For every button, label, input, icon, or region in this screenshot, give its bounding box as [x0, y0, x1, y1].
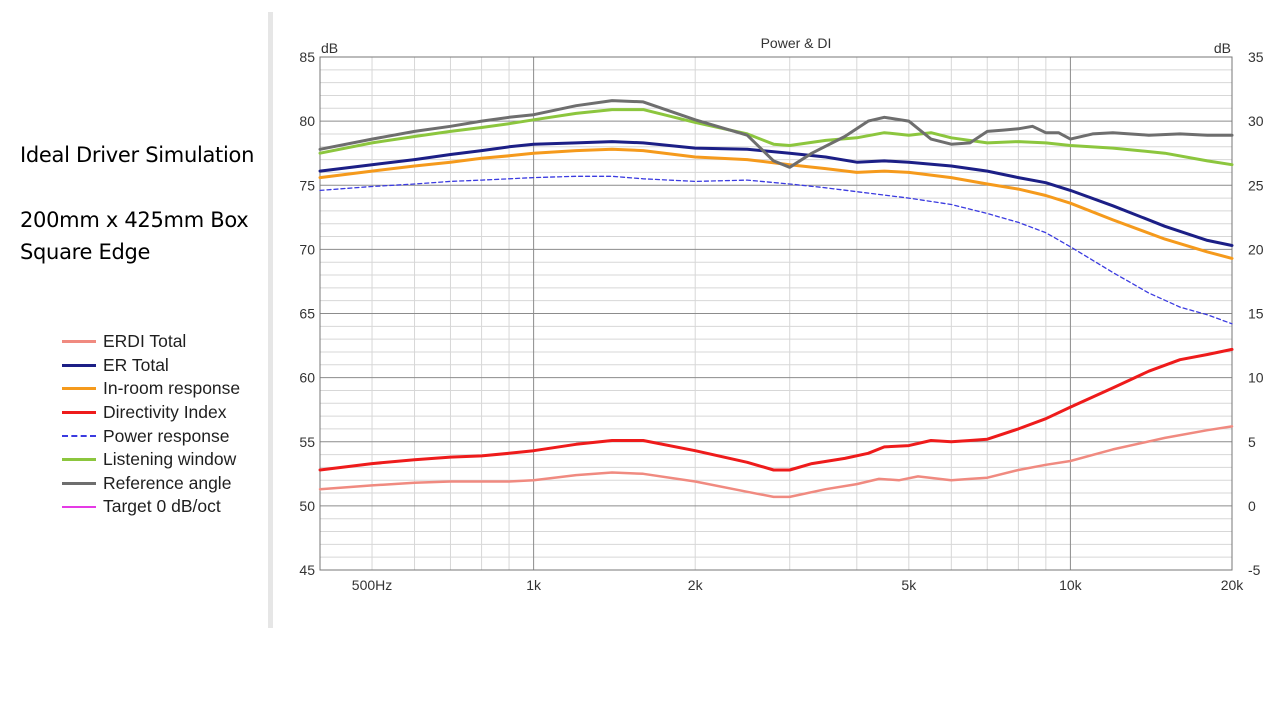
- y-tick-label-left: 80: [299, 113, 315, 129]
- series-line: [318, 347, 1234, 472]
- legend-item: Listening window: [62, 448, 240, 472]
- y-tick-label-right: 35: [1248, 49, 1264, 65]
- legend-label: In-room response: [103, 378, 241, 399]
- y-tick-label-right: 15: [1248, 306, 1264, 322]
- y-tick-label-left: 65: [299, 306, 315, 322]
- legend-label: Power response: [103, 425, 230, 446]
- series-line: [318, 425, 1234, 499]
- legend-swatch: [62, 458, 96, 462]
- panel-divider: [268, 12, 273, 628]
- y-tick-label-right: 30: [1248, 113, 1264, 129]
- y-tick-label-right: 5: [1248, 434, 1256, 450]
- legend-item: ERDI Total: [62, 330, 240, 354]
- legend-item: In-room response: [62, 377, 240, 401]
- y-tick-label-left: 45: [299, 562, 315, 578]
- legend-swatch: [62, 387, 96, 391]
- y-tick-label-left: 55: [299, 434, 315, 450]
- y-tick-label-right: 0: [1248, 498, 1256, 514]
- legend-item: Target 0 dB/oct: [62, 495, 240, 519]
- y-tick-label-left: 70: [299, 241, 315, 257]
- series-line: [318, 147, 1234, 260]
- y-tick-label-left: 85: [299, 49, 315, 65]
- y-axis-label-left: dB: [321, 40, 338, 56]
- legend-label: ER Total: [103, 354, 169, 375]
- legend-swatch: [62, 435, 96, 438]
- legend-label: Listening window: [103, 449, 237, 470]
- series-line: [319, 175, 1233, 325]
- plot-frame: [319, 56, 1233, 571]
- x-tick-label: 10k: [1059, 577, 1083, 593]
- y-tick-label-left: 50: [299, 498, 315, 514]
- legend-swatch: [62, 363, 96, 367]
- legend-swatch: [62, 411, 96, 415]
- x-tick-label: 2k: [688, 577, 704, 593]
- x-tick-label: 500Hz: [352, 577, 392, 593]
- y-tick-label-left: 75: [299, 177, 315, 193]
- x-tick-label: 1k: [526, 577, 542, 593]
- series-line: [318, 108, 1234, 167]
- y-tick-label-right: 10: [1248, 370, 1264, 386]
- legend-label: Target 0 dB/oct: [103, 496, 221, 517]
- y-axis-label-right: dB: [1214, 40, 1231, 56]
- chart-title: Power & DI: [761, 35, 832, 51]
- x-tick-label: 5k: [901, 577, 917, 593]
- x-tick-label: 20k: [1221, 577, 1245, 593]
- chart-legend: ERDI Total ER Total In-room response Direct…: [62, 330, 240, 519]
- legend-label: Directivity Index: [103, 402, 227, 423]
- legend-item: Reference angle: [62, 472, 240, 496]
- legend-swatch: [62, 505, 96, 508]
- legend-item: ER Total: [62, 354, 240, 378]
- legend-swatch: [62, 481, 96, 485]
- annotation-line-1: Ideal Driver Simulation: [20, 143, 255, 167]
- series-line: [318, 99, 1234, 169]
- legend-label: ERDI Total: [103, 331, 187, 352]
- annotation-line-2: 200mm x 425mm Box: [20, 208, 249, 232]
- legend-item: Directivity Index: [62, 401, 240, 425]
- y-tick-label-right: -5: [1248, 562, 1261, 578]
- y-tick-label-right: 20: [1248, 241, 1264, 257]
- y-tick-label-right: 25: [1248, 177, 1264, 193]
- legend-label: Reference angle: [103, 472, 232, 493]
- annotation-line-3: Square Edge: [20, 240, 151, 264]
- legend-swatch: [62, 340, 96, 344]
- legend-item: Power response: [62, 424, 240, 448]
- y-tick-label-left: 60: [299, 370, 315, 386]
